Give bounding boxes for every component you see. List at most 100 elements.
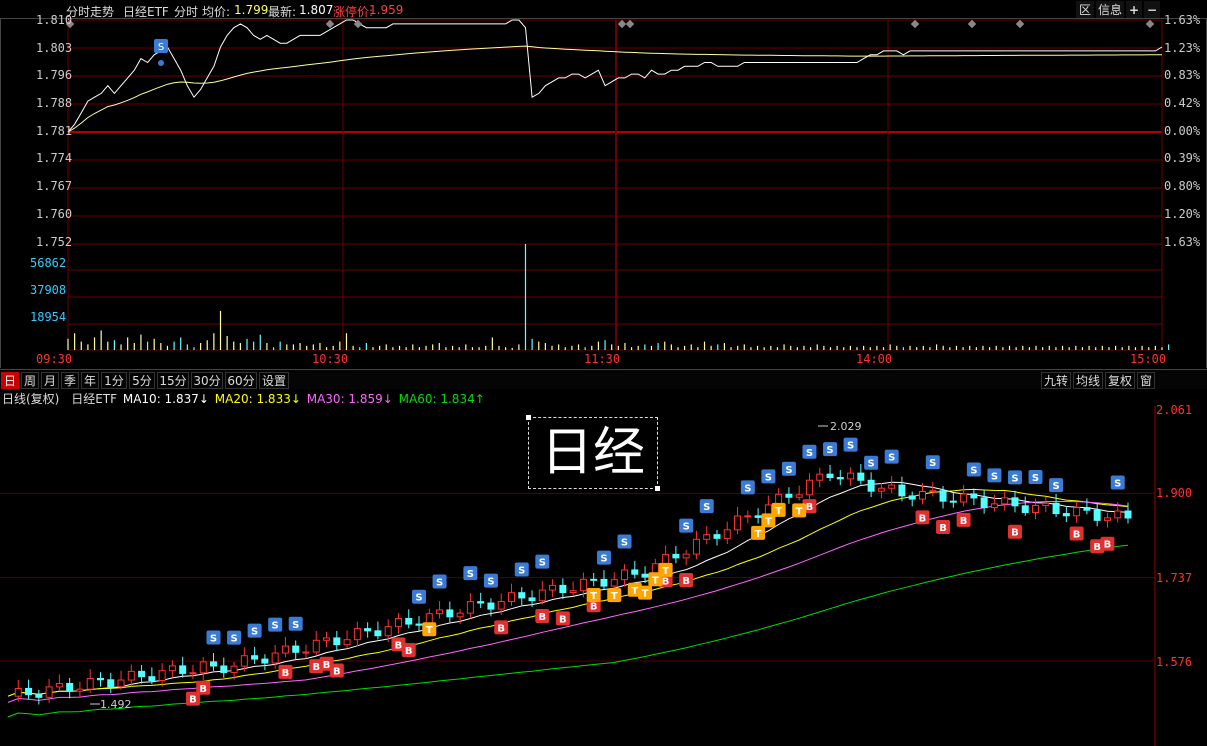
tab-month[interactable]: 月: [41, 372, 59, 389]
candle-body: [1062, 513, 1070, 517]
candle-body: [394, 617, 402, 628]
avg-value: 1.799: [234, 3, 269, 17]
candle-body: [466, 601, 474, 614]
window-button[interactable]: 窗: [1137, 372, 1155, 389]
tab-day[interactable]: 日: [1, 372, 19, 389]
sell-signal-letter: S: [1011, 473, 1018, 484]
intraday-header: 分时走势 日经ETF 分时 均价: 1.799 最新: 1.807 涨停价: 1…: [0, 0, 1207, 20]
candle-body: [805, 479, 813, 496]
tab-5min[interactable]: 5分: [129, 372, 155, 389]
buy-signal: [679, 572, 694, 587]
pct-tick: 1.20%: [1164, 207, 1201, 221]
time-tick: 14:00: [856, 352, 893, 366]
intraday-grid: [0, 18, 1207, 368]
resize-handle[interactable]: [655, 486, 660, 491]
candle-body: [1073, 507, 1081, 517]
resize-handle[interactable]: [526, 415, 531, 420]
candle-body: [826, 473, 834, 479]
buy-signal-letter: B: [1093, 542, 1101, 553]
text-annotation[interactable]: 日经: [526, 415, 660, 491]
buy-signal-letter: B: [282, 668, 290, 679]
panel-title: 分时走势: [66, 5, 115, 19]
buy-signal-letter: B: [806, 502, 814, 513]
candle-body: [1103, 517, 1111, 521]
adjust-button[interactable]: 复权: [1105, 372, 1135, 389]
sell-signal: [514, 562, 529, 577]
candle-body: [35, 694, 43, 698]
tab-quarter[interactable]: 季: [61, 372, 79, 389]
zoom-in-button[interactable]: +: [1126, 1, 1142, 19]
zoom-out-button[interactable]: −: [1144, 1, 1160, 19]
sell-signal-letter: S: [765, 472, 772, 483]
price-tick: 1.767: [36, 179, 73, 193]
buy-signal-letter: B: [960, 516, 968, 527]
take-profit-signal-letter: T: [611, 591, 618, 602]
price-tick: 1.788: [36, 96, 73, 110]
sell-signal: [268, 617, 283, 632]
price-tick: 1.803: [36, 41, 73, 55]
volume-tick: 18954: [30, 310, 67, 324]
candle-body: [682, 553, 690, 559]
buy-signal-letter: B: [590, 601, 598, 612]
sell-signal-letter: S: [436, 577, 443, 588]
candle-body: [127, 670, 135, 681]
candle-body: [795, 494, 803, 498]
nine-turn-button[interactable]: 九转: [1041, 372, 1071, 389]
sell-signal: [987, 468, 1002, 483]
candle-body: [1042, 502, 1050, 506]
daily-price-tick: 1.576: [1156, 655, 1193, 669]
tab-60min[interactable]: 60分: [225, 372, 257, 389]
sell-signal-letter: S: [600, 554, 607, 565]
candle-body: [179, 665, 187, 674]
event-diamond: [1145, 19, 1155, 29]
buy-signal-letter: B: [662, 576, 670, 587]
pct-tick: 0.00%: [1164, 124, 1201, 138]
intraday-chart[interactable]: S: [0, 0, 1207, 368]
daily-price-tick: 1.737: [1156, 571, 1193, 585]
sell-signal-letter: S: [518, 565, 525, 576]
sell-signal: [1028, 469, 1043, 484]
candle-body: [415, 623, 423, 626]
avg-label: 均价:: [202, 5, 231, 19]
sell-signal-letter: S: [683, 522, 690, 533]
info-button[interactable]: 信息: [1096, 1, 1124, 19]
buy-signal-letter: B: [1104, 540, 1112, 551]
tab-30min[interactable]: 30分: [191, 372, 223, 389]
range-button[interactable]: 区: [1076, 1, 1094, 19]
tab-15min[interactable]: 15分: [157, 372, 189, 389]
ma30-label: MA30: 1.859↓: [306, 392, 393, 406]
time-tick: 09:30: [36, 352, 73, 366]
tab-1min[interactable]: 1分: [101, 372, 127, 389]
take-profit-signal-letter: T: [426, 625, 433, 636]
candle-body: [929, 490, 937, 493]
candle-body: [487, 602, 495, 610]
candle-body: [908, 495, 916, 500]
buy-signal-letter: B: [199, 684, 207, 695]
daily-price-tick: 2.061: [1156, 403, 1193, 417]
ma10-label: MA10: 1.837↓: [122, 392, 209, 406]
take-profit-signal: [792, 503, 807, 518]
ma-lines-button[interactable]: 均线: [1073, 372, 1103, 389]
candle-body: [199, 661, 207, 674]
candle-body: [610, 579, 618, 587]
candle-body: [292, 645, 300, 653]
pct-tick: 0.42%: [1164, 96, 1201, 110]
intraday-volume-bars: [67, 244, 1170, 350]
buy-signal: [1007, 524, 1022, 539]
sell-signal-letter: S: [785, 465, 792, 476]
tab-week[interactable]: 周: [21, 372, 39, 389]
tab-settings[interactable]: 设置: [259, 372, 289, 389]
daily-symbol: 日经ETF: [71, 392, 118, 406]
annotation-text: 日经: [540, 423, 645, 483]
candlesticks: [14, 463, 1132, 705]
candle-body: [66, 682, 74, 692]
intraday-percent-axis: 1.63% 1.23% 0.83% 0.42% 0.00% 0.39% 0.80…: [1164, 0, 1207, 368]
sell-signal-letter: S: [158, 42, 164, 53]
tab-year[interactable]: 年: [81, 372, 99, 389]
candle-body: [703, 534, 711, 540]
buy-signal: [1069, 526, 1084, 541]
candle-body: [281, 645, 289, 654]
candle-body: [590, 578, 598, 581]
candle-body: [960, 493, 968, 503]
